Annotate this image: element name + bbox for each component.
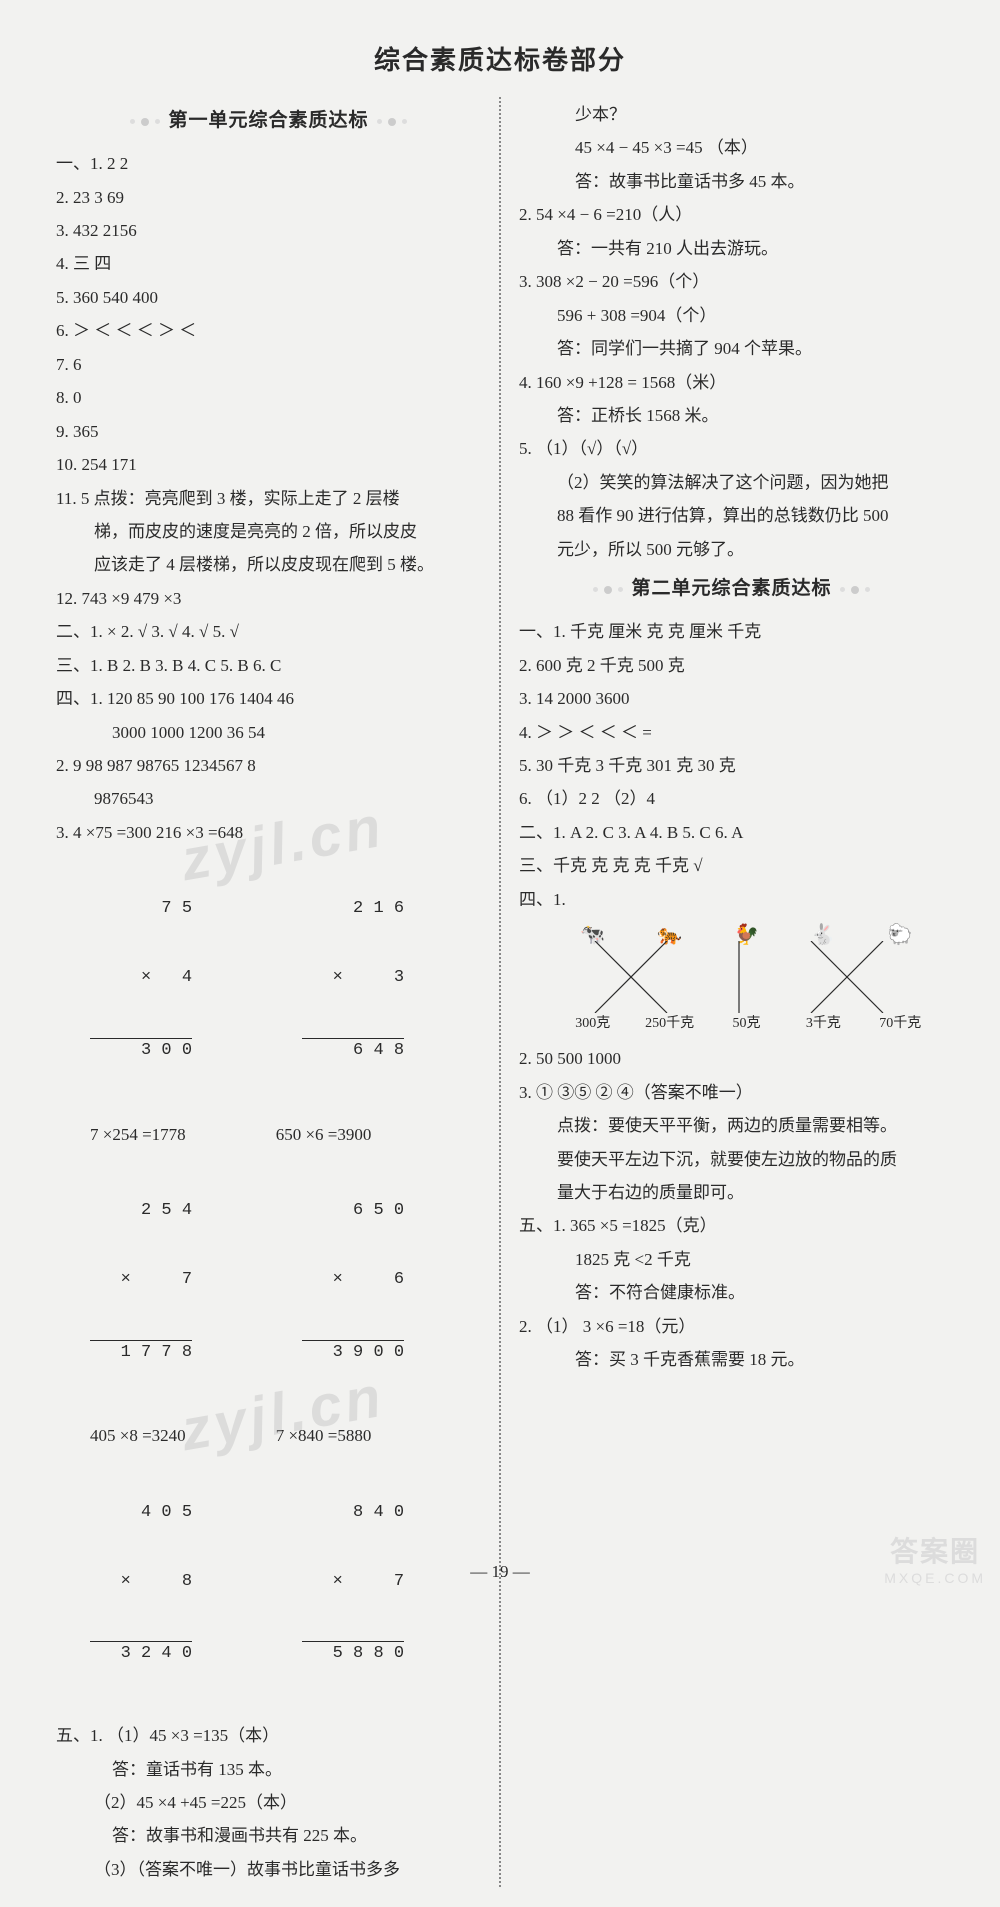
text-line: 一、1. 千克 厘米 克 克 厘米 千克 — [519, 616, 944, 647]
text-line: 6. ＞ ＜ ＜ ＜ ＞ ＜ — [56, 315, 481, 346]
text-line: （2）45 ×4 +45 =225（本） — [56, 1787, 481, 1818]
text-line: 9. 365 — [56, 416, 481, 447]
text-line: 8. 0 — [56, 382, 481, 413]
unit2-title-text: 第二单元综合素质达标 — [631, 578, 831, 599]
text-line: 7. 6 — [56, 349, 481, 380]
text-line: 3. ① ③⑤ ② ④（答案不唯一） — [519, 1077, 944, 1108]
vertical-mult: 6 5 0 × 6 3 9 0 0 — [302, 1154, 404, 1410]
text-line: 量大于右边的质量即可。 — [519, 1177, 944, 1208]
text-line: 2. 9 98 987 98765 1234567 8 — [56, 750, 481, 781]
match-bottom-row: 300克 250千克 50克 3千克 70千克 — [559, 1011, 934, 1037]
vertical-mult: 2 5 4 × 7 1 7 7 8 — [90, 1154, 192, 1410]
match-lines — [559, 941, 919, 1013]
vertical-mult: 2 1 6 × 3 6 4 8 — [302, 852, 404, 1108]
match-label: 250千克 — [636, 1011, 704, 1037]
vertical-mult-row: 2 5 4 × 7 1 7 7 8 6 5 0 × 6 3 9 0 0 — [56, 1154, 481, 1416]
text-line: 1825 克 <2 千克 — [519, 1244, 944, 1275]
match-label: 3千克 — [790, 1011, 858, 1037]
text-line: （3）（答案不唯一）故事书比童话书多多 — [56, 1854, 481, 1885]
text-line: 要使天平左边下沉，就要使左边放的物品的质 — [519, 1144, 944, 1175]
text-line: 4. 三 四 — [56, 248, 481, 279]
text-line: 11. 5 点拨：亮亮爬到 3 楼，实际上走了 2 层楼 — [56, 483, 481, 514]
unit1-title-text: 第一单元综合素质达标 — [168, 110, 368, 131]
text-line: 一、1. 2 2 — [56, 148, 481, 179]
text-line: 五、1. 365 ×5 =1825（克） — [519, 1210, 944, 1241]
text-line: 3. 308 ×2 − 20 =596（个） — [519, 266, 944, 297]
text-line: 二、1. × 2. √ 3. √ 4. √ 5. √ — [56, 616, 481, 647]
match-label: 70千克 — [867, 1011, 935, 1037]
text-line: 少本？ — [519, 99, 944, 130]
text-line: 2. 23 3 69 — [56, 182, 481, 213]
text-line: 5. 30 千克 3 千克 301 克 30 克 — [519, 750, 944, 781]
text-line: 2. 600 克 2 千克 500 克 — [519, 650, 944, 681]
vertical-mult-row: 4 0 5 × 8 3 2 4 0 8 4 0 × 7 5 8 8 0 — [56, 1456, 481, 1718]
matching-diagram: 🐄 🐅 🐓 🐇 🐑 300克 250千克 50克 3千克 70千克 — [559, 917, 934, 1037]
vertical-mult: 4 0 5 × 8 3 2 4 0 — [90, 1456, 192, 1712]
text-line: 三、千克 克 克 克 千克 √ — [519, 850, 944, 881]
text-line: 3. 14 2000 3600 — [519, 683, 944, 714]
left-column: 第一单元综合素质达标 一、1. 2 2 2. 23 3 69 3. 432 21… — [56, 97, 499, 1887]
text-line: 5. （1）（√）（√） — [519, 433, 944, 464]
text-line: 应该走了 4 层楼梯，所以皮皮现在爬到 5 楼。 — [56, 549, 481, 580]
equation-row: 405 ×8 =32407 ×840 =5880 — [56, 1420, 481, 1451]
text-line: 3000 1000 1200 36 54 — [56, 717, 481, 748]
text-line: 四、1. 120 85 90 100 176 1404 46 — [56, 683, 481, 714]
text-line: 答：同学们一共摘了 904 个苹果。 — [519, 333, 944, 364]
text-line: 答：一共有 210 人出去游玩。 — [519, 233, 944, 264]
text-line: 答：故事书比童话书多 45 本。 — [519, 166, 944, 197]
text-line: 2. （1） 3 ×6 =18（元） — [519, 1311, 944, 1342]
match-label: 300克 — [559, 1011, 627, 1037]
text-line: 答：童话书有 135 本。 — [56, 1754, 481, 1785]
text-line: 元少，所以 500 元够了。 — [519, 534, 944, 565]
text-line: 答：故事书和漫画书共有 225 本。 — [56, 1820, 481, 1851]
vertical-mult: 8 4 0 × 7 5 8 8 0 — [302, 1456, 404, 1712]
text-line: 4. 160 ×9 +128 = 1568（米） — [519, 367, 944, 398]
text-line: 3. 4 ×75 =300 216 ×3 =648 — [56, 817, 481, 848]
text-line: 4. ＞ ＞ ＜ ＜ ＜ = — [519, 717, 944, 748]
page-number: — 19 — — [0, 1562, 1000, 1582]
text-line: 三、1. B 2. B 3. B 4. C 5. B 6. C — [56, 650, 481, 681]
text-line: 5. 360 540 400 — [56, 282, 481, 313]
text-line: 9876543 — [56, 783, 481, 814]
text-line: 点拨：要使天平平衡，两边的质量需要相等。 — [519, 1110, 944, 1141]
page-main-title: 综合素质达标卷部分 — [56, 40, 944, 77]
vertical-mult-row: 7 5 × 4 3 0 0 2 1 6 × 3 6 4 8 — [56, 852, 481, 1114]
unit1-title: 第一单元综合素质达标 — [56, 103, 481, 138]
text-line: 二、1. A 2. C 3. A 4. B 5. C 6. A — [519, 817, 944, 848]
text-line: 五、1. （1）45 ×3 =135（本） — [56, 1720, 481, 1751]
text-line: 6. （1）2 2 （2）4 — [519, 783, 944, 814]
text-line: 2. 50 500 1000 — [519, 1043, 944, 1074]
text-line: 88 看作 90 进行估算，算出的总钱数仍比 500 — [519, 500, 944, 531]
text-line: 10. 254 171 — [56, 449, 481, 480]
vertical-mult: 7 5 × 4 3 0 0 — [90, 852, 192, 1108]
text-line: 梯，而皮皮的速度是亮亮的 2 倍，所以皮皮 — [56, 516, 481, 547]
text-line: 答：买 3 千克香蕉需要 18 元。 — [519, 1344, 944, 1375]
text-line: 2. 54 ×4 − 6 =210（人） — [519, 199, 944, 230]
text-line: 596 + 308 =904（个） — [519, 300, 944, 331]
text-line: 答：正桥长 1568 米。 — [519, 400, 944, 431]
text-line: 45 ×4 − 45 ×3 =45 （本） — [519, 132, 944, 163]
text-line: 12. 743 ×9 479 ×3 — [56, 583, 481, 614]
unit2-title: 第二单元综合素质达标 — [519, 571, 944, 606]
equation-row: 7 ×254 =1778650 ×6 =3900 — [56, 1119, 481, 1150]
text-line: （2）笑笑的算法解决了这个问题，因为她把 — [519, 467, 944, 498]
text-line: 3. 432 2156 — [56, 215, 481, 246]
text-line: 四、1. — [519, 884, 944, 915]
right-column: 少本？ 45 ×4 − 45 ×3 =45 （本） 答：故事书比童话书多 45 … — [501, 97, 944, 1887]
match-label: 50克 — [713, 1011, 781, 1037]
text-line: 答：不符合健康标准。 — [519, 1277, 944, 1308]
